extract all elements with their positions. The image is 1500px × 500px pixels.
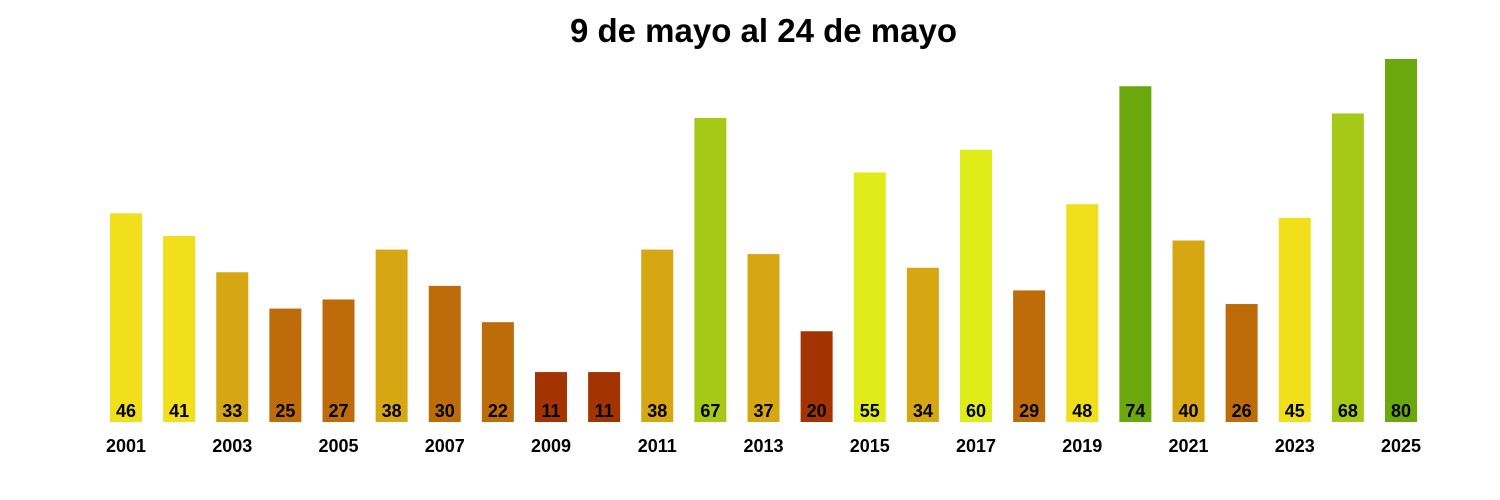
value-label-2007: 30 (435, 401, 455, 421)
value-label-2006: 38 (382, 401, 402, 421)
x-axis-ticks-group: 2001 2003 2005 2007 2009 2011 2013 2015 2017 2019… (106, 436, 1421, 456)
x-tick-label-2005: 2005 (318, 436, 358, 456)
bar-2018 (1013, 290, 1046, 422)
bar-2001 (110, 213, 142, 422)
bar-2016 (906, 267, 939, 422)
x-tick-label-2007: 2007 (425, 436, 465, 456)
x-tick-label-2001: 2001 (106, 436, 146, 456)
bar-2004 (269, 308, 302, 422)
bar-2006 (375, 249, 408, 422)
bar-2022 (1225, 304, 1258, 422)
value-labels-group: 46 41 33 25 27 38 30 22 11 11 38 67 37 20 55 34 60 29 48 74… (116, 401, 1411, 421)
bar-2015 (853, 172, 886, 422)
x-tick-label-2019: 2019 (1062, 436, 1102, 456)
value-label-2002: 41 (169, 401, 189, 421)
x-tick-label-2025: 2025 (1381, 436, 1421, 456)
value-label-2003: 33 (222, 401, 242, 421)
value-label-2019: 48 (1072, 401, 1092, 421)
value-label-2010: 11 (595, 401, 614, 421)
x-tick-label-2011: 2011 (638, 436, 677, 456)
value-label-2023: 45 (1285, 401, 1305, 421)
value-label-2013: 37 (753, 401, 773, 421)
value-label-2020: 74 (1125, 401, 1145, 421)
x-tick-label-2003: 2003 (212, 436, 252, 456)
value-label-2008: 22 (488, 401, 508, 421)
value-label-2018: 29 (1019, 401, 1039, 421)
x-tick-label-2009: 2009 (531, 436, 571, 456)
value-label-2014: 20 (807, 401, 827, 421)
x-tick-label-2015: 2015 (850, 436, 890, 456)
value-label-2001: 46 (116, 401, 136, 421)
bar-2014 (800, 331, 833, 422)
value-label-2017: 60 (966, 401, 986, 421)
value-label-2016: 34 (913, 401, 933, 421)
value-label-2021: 40 (1178, 401, 1198, 421)
x-tick-label-2023: 2023 (1275, 436, 1315, 456)
bar-2021 (1172, 240, 1205, 422)
bar-2005 (322, 299, 355, 422)
value-label-2005: 27 (328, 401, 348, 421)
bar-2023 (1278, 217, 1311, 422)
bar-2007 (428, 285, 461, 422)
value-label-2024: 68 (1338, 401, 1358, 421)
chart-title: 9 de mayo al 24 de mayo (569, 12, 958, 49)
value-label-2025: 80 (1391, 401, 1411, 421)
bar-2002 (163, 235, 196, 422)
bar-2017 (960, 149, 992, 422)
bars-group (110, 59, 1417, 423)
x-tick-label-2017: 2017 (956, 436, 996, 456)
bar-2009 (535, 372, 567, 422)
bar-2013 (747, 254, 780, 422)
bar-2008 (481, 322, 514, 422)
bar-2010 (588, 372, 621, 422)
bar-2012 (694, 117, 727, 423)
value-label-2011: 38 (647, 401, 667, 421)
bar-2019 (1066, 204, 1099, 422)
x-tick-label-2021: 2021 (1168, 436, 1208, 456)
value-label-2009: 11 (541, 401, 560, 421)
bar-2011 (641, 249, 674, 422)
bar-2020 (1119, 86, 1152, 422)
bar-2003 (216, 272, 249, 422)
value-label-2012: 67 (700, 401, 720, 421)
bar-2025 (1385, 59, 1417, 422)
bar-2024 (1331, 113, 1364, 422)
value-label-2004: 25 (275, 401, 295, 421)
value-label-2022: 26 (1232, 401, 1252, 421)
x-tick-label-2013: 2013 (743, 436, 783, 456)
value-label-2015: 55 (860, 401, 880, 421)
